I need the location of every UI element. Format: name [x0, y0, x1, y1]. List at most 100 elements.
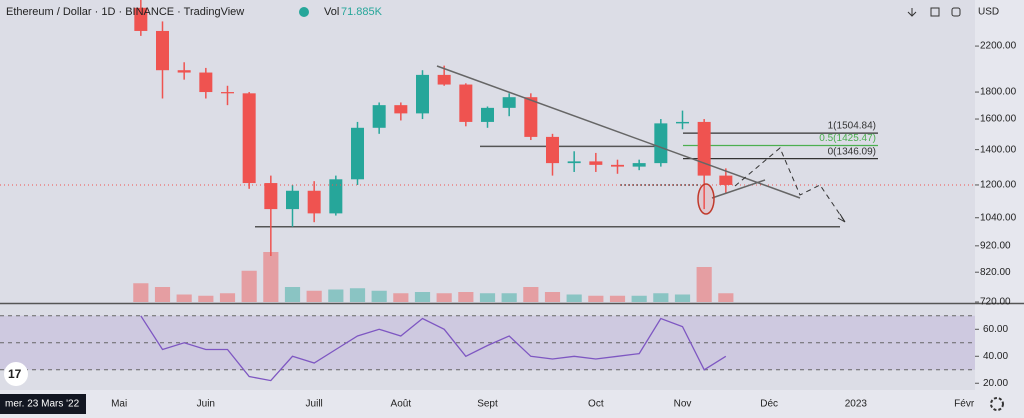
y-tick-label: 1800.00 — [980, 87, 1017, 98]
candle-body — [134, 7, 148, 31]
volume-label: Vol — [324, 6, 339, 18]
settings-gear[interactable] — [990, 397, 1004, 411]
candle-body — [676, 121, 689, 124]
volume-bar — [588, 295, 604, 302]
candle-body — [524, 97, 538, 137]
cursor-label: mer. 23 Mars '22 — [5, 399, 80, 410]
candle-body — [611, 164, 624, 167]
highlight-ellipse — [697, 183, 715, 215]
volume-bar — [501, 293, 517, 302]
volume-bar — [523, 287, 539, 302]
volume-bar — [306, 290, 322, 302]
volume-bar — [631, 295, 647, 302]
volume-bar — [241, 270, 257, 302]
volume-bar — [479, 293, 496, 302]
y-tick-label: 40.00 — [983, 351, 1008, 362]
candle-body — [416, 74, 429, 114]
x-tick-label: Juin — [197, 399, 215, 410]
x-tick-label: Oct — [588, 399, 604, 410]
y-tick-label: 1400.00 — [980, 144, 1017, 155]
volume-bar — [436, 293, 452, 302]
x-tick-label: Sept — [477, 399, 498, 410]
volume-bar — [674, 294, 691, 302]
volume-bar — [414, 292, 431, 302]
candle-body — [632, 163, 646, 167]
candle-body — [221, 92, 234, 94]
y-tick-label: 1200.00 — [980, 180, 1017, 191]
volume-bar — [328, 289, 344, 302]
candle-body — [156, 30, 169, 71]
y-tick-label: 820.00 — [980, 267, 1011, 278]
candle-body — [719, 175, 733, 185]
volume-bar — [198, 295, 214, 302]
volume-bar — [154, 287, 171, 302]
candle-body — [329, 179, 343, 214]
volume-bar — [176, 294, 192, 302]
y-tick-label: 720.00 — [980, 297, 1011, 308]
candle-body — [264, 183, 278, 210]
drawings — [436, 65, 846, 223]
fib-label: 1(1504.84) — [828, 121, 876, 132]
status-dot — [299, 7, 309, 17]
volume-bar — [263, 252, 279, 302]
x-tick-label: Août — [391, 399, 412, 410]
volume-bar — [566, 294, 582, 302]
volume-bar — [371, 290, 387, 302]
currency[interactable]: USD — [978, 7, 999, 18]
x-tick-label: Mai — [111, 399, 127, 410]
icon-fullscreen[interactable] — [951, 7, 961, 17]
candle-body — [697, 121, 711, 176]
candle-body — [307, 190, 321, 214]
candle-body — [351, 127, 364, 180]
candle-body — [437, 74, 451, 85]
candle-body — [502, 97, 516, 108]
fib-label: 0.5(1425.47) — [819, 133, 876, 144]
price-plot — [133, 0, 878, 302]
candle-body — [589, 161, 603, 165]
y-tick-label: 1600.00 — [980, 114, 1017, 125]
plot-layer: 720.00 820.00 920.00 1040.00 1200.00 1400.00 1… — [0, 0, 1017, 410]
y-tick-label: 1040.00 — [980, 212, 1017, 223]
icon-settings[interactable] — [930, 7, 940, 17]
candle-body — [286, 190, 299, 210]
volume-bar — [219, 293, 236, 302]
x-tick-label: 2023 — [845, 399, 868, 410]
y-tick-label: 60.00 — [983, 324, 1008, 335]
volume-bar — [133, 283, 149, 302]
projection-arrow — [837, 213, 846, 223]
volume-bar — [653, 293, 669, 302]
y-tick-label: 20.00 — [983, 378, 1008, 389]
candle-body — [546, 136, 559, 164]
volume-bar — [609, 295, 626, 302]
candle-body — [372, 105, 386, 128]
x-tick-label: Juill — [306, 399, 323, 410]
trend-line — [436, 65, 801, 199]
time-axis-bg — [0, 390, 1024, 418]
candle-body — [199, 72, 213, 93]
rsi-line — [140, 315, 727, 382]
candle-body — [177, 70, 191, 73]
projection — [734, 147, 846, 223]
volume-value: 71.885K — [341, 6, 383, 18]
x-tick-label: Déc — [760, 399, 778, 410]
symbol-title: Ethereum / Dollar · 1D · BINANCE · Tradi… — [6, 6, 244, 18]
candle-body — [394, 105, 408, 114]
icon-down[interactable] — [907, 8, 917, 17]
x-tick-label: Nov — [674, 399, 692, 410]
cursor-label-bg — [0, 394, 86, 414]
y-tick-label: 920.00 — [980, 240, 1011, 251]
candle-body — [654, 123, 668, 164]
volume-bar — [544, 292, 561, 302]
y-tick-label: 2200.00 — [980, 41, 1017, 52]
volume-bar — [284, 287, 301, 302]
trend-line — [711, 179, 766, 199]
volume-bar — [393, 293, 409, 302]
candle-body — [242, 93, 256, 184]
volume-bar — [718, 293, 734, 302]
logo-mark: 17 — [8, 367, 22, 381]
candle-body — [481, 107, 494, 122]
volume-bar — [458, 292, 474, 302]
logo[interactable] — [4, 362, 28, 386]
